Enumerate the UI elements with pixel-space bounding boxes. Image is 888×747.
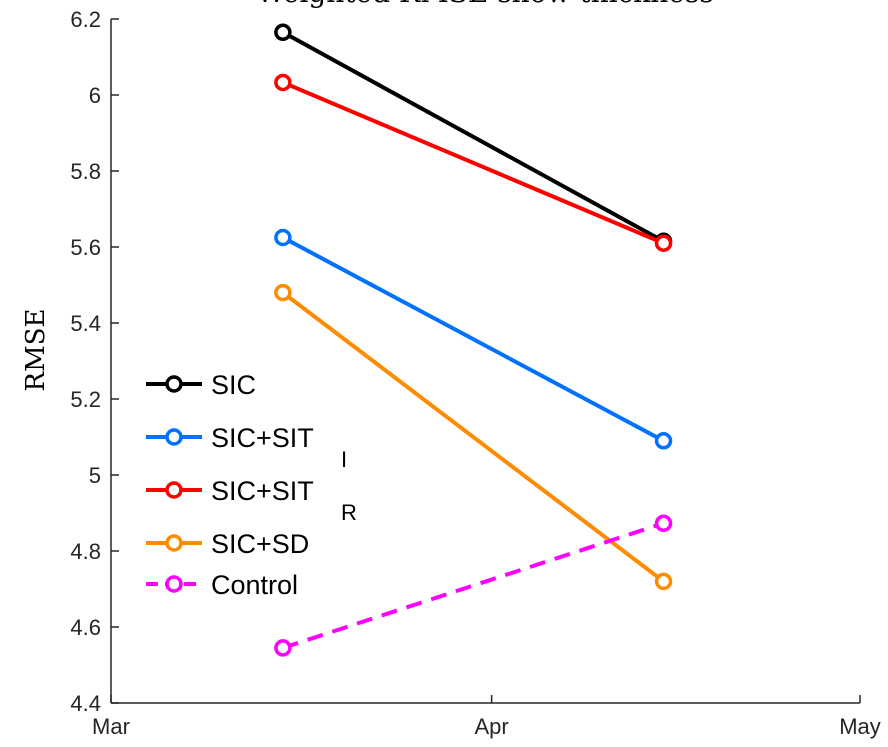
legend-label: SIC+SIT bbox=[211, 423, 314, 453]
legend-swatch-marker bbox=[165, 481, 183, 499]
legend-label: SIC+SD bbox=[211, 529, 309, 559]
legend-item: Control bbox=[146, 570, 298, 600]
legend: SIC SIC+SIT I SIC+SIT R SIC+SD Control bbox=[146, 370, 357, 600]
y-tick-label: 5.6 bbox=[70, 235, 101, 260]
legend-swatch-marker bbox=[165, 534, 183, 552]
series-layer bbox=[274, 23, 673, 657]
series-line bbox=[281, 235, 665, 443]
series-4 bbox=[274, 514, 673, 657]
data-point bbox=[274, 228, 292, 247]
y-tick-label: 4.6 bbox=[70, 615, 101, 640]
series-line bbox=[282, 521, 665, 650]
legend-item: SIC+SD bbox=[146, 529, 309, 559]
legend-item: SIC bbox=[146, 370, 256, 400]
legend-item: SIC+SIT I bbox=[146, 423, 347, 472]
data-point bbox=[654, 514, 673, 533]
series-1 bbox=[274, 228, 673, 450]
axes: 4.4 4.6 4.8 5 5.2 5.4 5.6 5.8 6 6.2 Mar Apr May bbox=[70, 7, 880, 739]
legend-label: SIC bbox=[211, 370, 256, 400]
x-tick-label: Apr bbox=[475, 714, 509, 739]
legend-label-subscript: I bbox=[341, 447, 347, 472]
y-tick-label: 5 bbox=[89, 463, 101, 488]
y-tick-label: 5.8 bbox=[70, 159, 101, 184]
data-point bbox=[274, 639, 292, 657]
legend-swatch-marker bbox=[165, 575, 183, 593]
chart-title: Weighted RMSE snow thickness bbox=[256, 0, 713, 9]
legend-swatch-marker bbox=[165, 428, 183, 446]
data-point bbox=[274, 283, 292, 302]
y-tick-label: 6 bbox=[89, 83, 101, 108]
series-line bbox=[281, 30, 665, 244]
series-3 bbox=[274, 283, 673, 591]
data-point bbox=[654, 432, 673, 450]
x-tick-label: May bbox=[839, 714, 881, 739]
y-tick-label: 5.2 bbox=[70, 387, 101, 412]
y-tick-label: 6.2 bbox=[70, 7, 101, 32]
y-tick-label: 5.4 bbox=[70, 311, 101, 336]
data-point bbox=[274, 73, 292, 92]
y-tick-label: 4.4 bbox=[70, 691, 101, 716]
series-line bbox=[282, 80, 665, 246]
data-point bbox=[654, 234, 673, 252]
y-tick-label: 4.8 bbox=[70, 539, 101, 564]
series-2 bbox=[274, 73, 673, 252]
data-point bbox=[654, 572, 673, 591]
data-point bbox=[274, 23, 292, 42]
legend-label: SIC+SIT bbox=[211, 476, 314, 506]
legend-label-subscript: R bbox=[341, 500, 357, 525]
series-0 bbox=[274, 23, 673, 251]
legend-label: Control bbox=[211, 570, 298, 600]
y-axis-label: RMSE bbox=[21, 309, 51, 392]
legend-item: SIC+SIT R bbox=[146, 476, 357, 525]
series-line bbox=[281, 291, 665, 583]
legend-swatch-marker bbox=[165, 375, 183, 393]
x-tick-label: Mar bbox=[92, 714, 130, 739]
